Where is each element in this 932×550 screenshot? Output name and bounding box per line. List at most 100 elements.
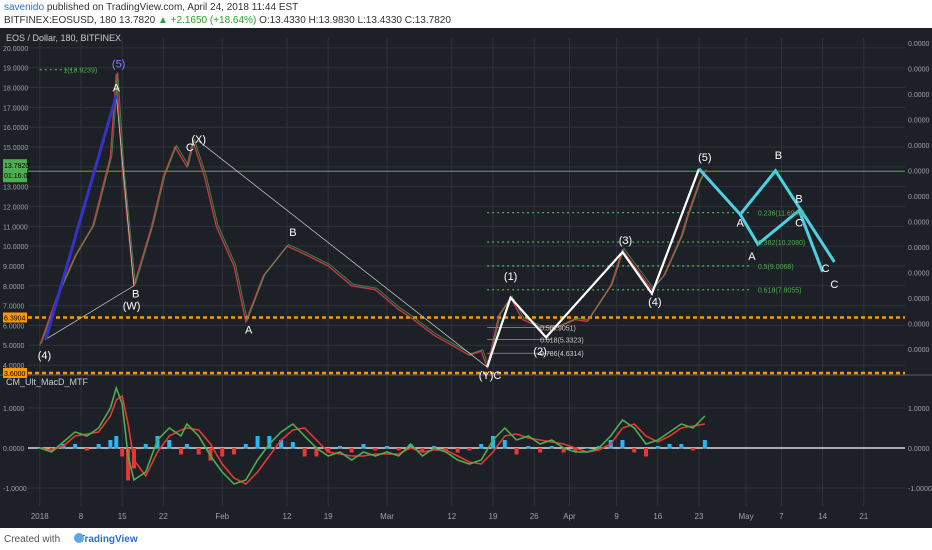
right-tick-label: 0.0000 [908, 347, 930, 354]
time-tick-label: 19 [489, 512, 498, 521]
histogram-bar [326, 448, 331, 453]
histogram-bar [538, 448, 543, 453]
fib-level-label: 0.618(7.8055) [758, 288, 802, 295]
price-tick-label: 6.0000 [3, 323, 25, 330]
histogram-bar [279, 440, 284, 449]
indicator-pane [28, 378, 905, 506]
symbol-label: BITFINEX:EOSUSD, 180 [4, 15, 117, 26]
histogram-bar [108, 440, 113, 449]
time-tick-label: Apr [563, 512, 576, 521]
histogram-bar [490, 436, 495, 449]
wave-label: (1) [504, 271, 517, 283]
indicator-layer [28, 385, 905, 485]
last-price-badge [3, 159, 27, 183]
level-layer [28, 69, 905, 375]
wave-label: (3) [619, 235, 632, 247]
indicator-right-tick-label: -1.0000 [908, 486, 932, 493]
wave-label: B [775, 150, 782, 162]
price-tick-label: 8.0000 [3, 284, 25, 291]
tradingview-logo-icon [74, 533, 84, 543]
time-tick-label: 12 [447, 512, 456, 521]
wave-label: A [113, 83, 121, 95]
price-tick-label: 18.0000 [3, 86, 28, 93]
time-tick-label: May [739, 512, 754, 521]
histogram-bar [208, 448, 213, 461]
price-tick-label: 13.0000 [3, 185, 28, 192]
histogram-bar [337, 446, 342, 449]
histogram-bar [479, 444, 484, 449]
fib-level-label: 0.382(10.2080) [758, 240, 805, 247]
macd-line [39, 385, 706, 485]
wave-label: B [132, 289, 139, 301]
fib-level-label: 0.236(11.6943) [758, 211, 805, 218]
wave-label: (X) [191, 134, 206, 146]
price-tick-label: 16.0000 [3, 125, 28, 132]
support-badge [3, 312, 27, 323]
price-tick-label: 19.0000 [3, 66, 28, 73]
time-tick-label: 26 [530, 512, 539, 521]
ohlc-values: O:13.4330 H:13.9830 L:13.4330 C:13.7820 [259, 15, 451, 26]
histogram-bar [644, 448, 649, 457]
indicator-right-tick-label: 1.0000 [908, 406, 930, 413]
price-tick-label: 7.0000 [3, 304, 25, 311]
right-tick-label: 0.0000 [908, 143, 930, 150]
wave-label: A [748, 251, 756, 263]
histogram-bar [702, 440, 707, 449]
elliott-wave-path [486, 168, 701, 368]
right-tick-label: 0.0000 [908, 220, 930, 227]
support-label: 6.3904 [4, 315, 26, 322]
histogram-bar [290, 442, 295, 449]
histogram-bar [167, 440, 172, 449]
price-tick-label: 4.0000 [3, 363, 25, 370]
tradingview-link[interactable]: TradingView [78, 534, 138, 545]
publish-header: savenido published on TradingView.com, A… [0, 0, 932, 28]
histogram-bar [585, 448, 590, 449]
right-tick-label: 0.0000 [908, 271, 930, 278]
indicator-tick-label: 1.0000 [3, 406, 25, 413]
time-tick-label: Mar [380, 512, 394, 521]
right-tick-label: 0.0000 [908, 169, 930, 176]
histogram-bar [126, 448, 131, 481]
price-tick-label: 5.0000 [3, 343, 25, 350]
indicator-tick-label: -1.0000 [3, 486, 27, 493]
histogram-bar [179, 448, 184, 455]
time-tick-label: 2018 [31, 512, 49, 521]
created-with-text: Created with [4, 534, 61, 545]
histogram-bar [373, 448, 378, 451]
chart-area[interactable]: 1(18.9239) 0.236(11.6943) 0.382(10.2080) 0.… [0, 28, 932, 528]
wave-label: C [186, 142, 194, 154]
wave-label: C [822, 263, 830, 275]
right-tick-label: 0.0000 [908, 67, 930, 74]
price-tick-label: 15.0000 [3, 145, 28, 152]
chart-svg[interactable]: 1(18.9239) 0.236(11.6943) 0.382(10.2080) 0.… [0, 28, 932, 528]
histogram-bar [526, 446, 531, 449]
wave-label: (W) [123, 301, 141, 313]
chart-title: EOS / Dollar, 180, BITFINEX [6, 33, 121, 43]
histogram-bar [243, 444, 248, 449]
time-tick-label: 14 [818, 512, 827, 521]
wave-label: B [795, 194, 802, 206]
indicator-right-tick-label: 0.0000 [908, 446, 930, 453]
wave-label: B [289, 227, 296, 239]
wave-label: (5) [698, 152, 711, 164]
support-badge [3, 368, 27, 378]
right-tick-label: 0.0000 [908, 92, 930, 99]
indicator-tick-label: 0.0000 [3, 446, 25, 453]
footer: Created with TradingView [0, 528, 932, 550]
histogram-bar [620, 440, 625, 449]
time-tick-label: 19 [324, 512, 333, 521]
right-tick-label: 0.0000 [908, 245, 930, 252]
histogram-bar [655, 446, 660, 449]
price-change: ▲ +2.1650 (+18.64%) [157, 15, 257, 26]
histogram-bar [420, 448, 425, 453]
author-link[interactable]: savenido [4, 2, 45, 13]
wave-label: (5) [112, 59, 125, 71]
time-tick-label: 22 [159, 512, 168, 521]
wave-layer [44, 95, 836, 368]
wave-label: (Y)C [479, 370, 502, 382]
time-tick-label: 9 [614, 512, 619, 521]
right-tick-label: 0.0000 [908, 296, 930, 303]
last-price-time: 01:16:02 [4, 173, 31, 180]
histogram-bar [96, 444, 101, 449]
fib-level-label: 0.5(9.0068) [758, 264, 794, 271]
